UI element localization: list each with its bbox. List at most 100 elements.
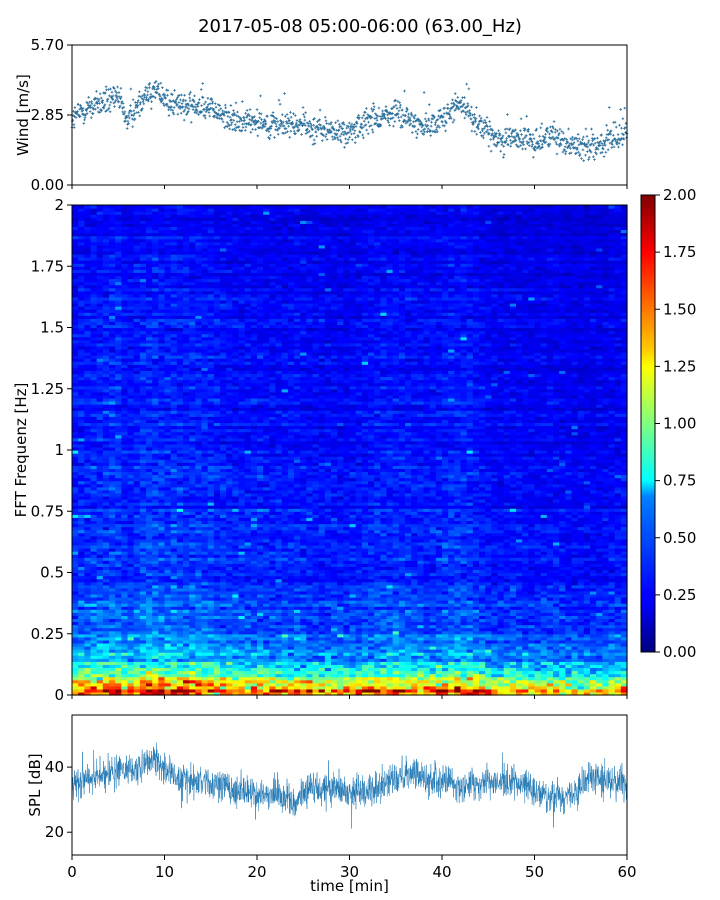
spectrogram-cell <box>343 658 351 662</box>
spectrogram-cell <box>257 661 264 665</box>
spectrogram-cell <box>380 658 388 662</box>
spectrogram-cell <box>213 667 221 672</box>
spectrogram-cell <box>72 673 79 678</box>
spectrogram-cell <box>516 642 523 647</box>
spectrogram-cell <box>565 655 573 659</box>
spectrogram-cell <box>238 691 246 696</box>
spectrogram-cell <box>220 646 227 650</box>
spectrogram-cell <box>559 667 566 672</box>
spectrogram-cell <box>170 685 178 690</box>
spectrogram-cell <box>201 642 209 647</box>
spectrogram-cell <box>269 630 277 635</box>
spectrogram-cell <box>201 688 209 693</box>
spectrogram-cell <box>349 646 357 650</box>
spectrogram-cell <box>583 639 591 644</box>
spectrogram-cell <box>503 636 511 641</box>
spectrogram-cell <box>96 633 104 638</box>
wind-x-ticks <box>71 185 628 189</box>
spectrogram-cell <box>454 639 462 644</box>
spectrogram-cell <box>337 673 344 678</box>
spectrogram-cell <box>386 691 394 696</box>
spectrogram-cell <box>546 679 554 684</box>
spectrogram-cell <box>127 667 135 672</box>
spectrogram-cell <box>479 664 486 669</box>
spectrogram-cell <box>620 670 628 675</box>
spectrogram-cell <box>176 633 184 638</box>
spectrogram-cell <box>405 655 412 659</box>
spectrogram-cell <box>189 655 196 659</box>
spectrogram-cell <box>361 655 369 659</box>
spectrogram-cell <box>602 670 610 675</box>
spectrogram-cell <box>170 664 178 669</box>
spectrogram-cell <box>183 655 190 659</box>
spectrogram-cell <box>213 688 221 693</box>
spectrogram-cell <box>620 688 628 693</box>
spectrogram-cell <box>355 633 363 638</box>
spectrogram-cell <box>522 679 529 684</box>
spectrogram-cell <box>220 667 227 672</box>
spectrogram-cell <box>559 685 566 690</box>
spectrogram-cell <box>546 664 554 669</box>
spectrogram-cell <box>608 636 616 641</box>
spectrogram-cell <box>417 630 425 635</box>
spectrogram-cell <box>503 627 511 632</box>
spectrogram-cell <box>343 688 351 693</box>
spectrogram-cell <box>318 691 326 696</box>
spectrogram-cell <box>392 649 400 653</box>
spectrogram-cell <box>176 673 184 678</box>
spectrogram-cell <box>374 655 381 659</box>
spectrogram-cell <box>294 642 301 647</box>
spectrogram-cell <box>608 676 616 681</box>
spectrogram-cell <box>472 652 480 656</box>
spectrogram-cell <box>454 685 462 690</box>
spectrogram-cell <box>565 649 573 653</box>
spectrogram-cell <box>312 642 320 647</box>
spectrogram-cell <box>380 691 388 696</box>
spectrogram-cell <box>337 627 344 632</box>
spectrogram-cell <box>244 664 252 669</box>
spectrogram-cell <box>534 630 542 635</box>
spectrogram-cell <box>189 636 196 641</box>
spectrogram-cell <box>368 664 375 669</box>
spectrogram-cell <box>84 682 92 687</box>
spectrogram-cell <box>146 639 153 644</box>
spectrogram-cell <box>386 670 394 675</box>
spectrogram-cell <box>109 636 116 641</box>
spectrogram-cell <box>306 639 314 644</box>
spectrogram-cell <box>590 630 597 635</box>
spectrogram-cell <box>497 630 505 635</box>
spectrogram-cell <box>275 627 283 632</box>
spectrogram-cell <box>411 627 418 632</box>
spectrogram-cell <box>590 685 597 690</box>
spectrogram-cell <box>503 673 511 678</box>
spectrogram-cell <box>294 673 301 678</box>
spectrogram-cell <box>608 685 616 690</box>
spectrogram-cell <box>275 652 283 656</box>
spectrogram-cell <box>590 646 597 650</box>
spectrogram-cell <box>269 673 277 678</box>
spectrogram-cell <box>442 639 449 644</box>
spectrogram-cell <box>392 636 400 641</box>
spectrogram-cell <box>398 636 406 641</box>
spectrogram-cell <box>602 652 610 656</box>
spectrogram-cell <box>102 688 110 693</box>
spectrogram-cell <box>590 661 597 665</box>
spectrogram-cell <box>244 661 252 665</box>
spectrogram-cell <box>337 664 344 669</box>
spectrogram-cell <box>442 667 449 672</box>
spectrogram-cell <box>146 646 153 650</box>
spectrogram-cell <box>485 670 492 675</box>
spectrogram-cell <box>164 630 172 635</box>
spectrogram-cell <box>275 676 283 681</box>
spectrogram-cell <box>176 652 184 656</box>
spectrogram-cell <box>109 670 116 675</box>
spectrogram-cell <box>158 636 166 641</box>
spectrogram-cell <box>250 670 258 675</box>
spectrogram-cell <box>220 682 227 687</box>
spectrogram-cell <box>349 673 357 678</box>
spectrogram-cell <box>368 642 375 647</box>
spectrogram-cell <box>454 636 462 641</box>
spectrogram-cell <box>127 633 135 638</box>
spectrogram-cell <box>306 673 314 678</box>
